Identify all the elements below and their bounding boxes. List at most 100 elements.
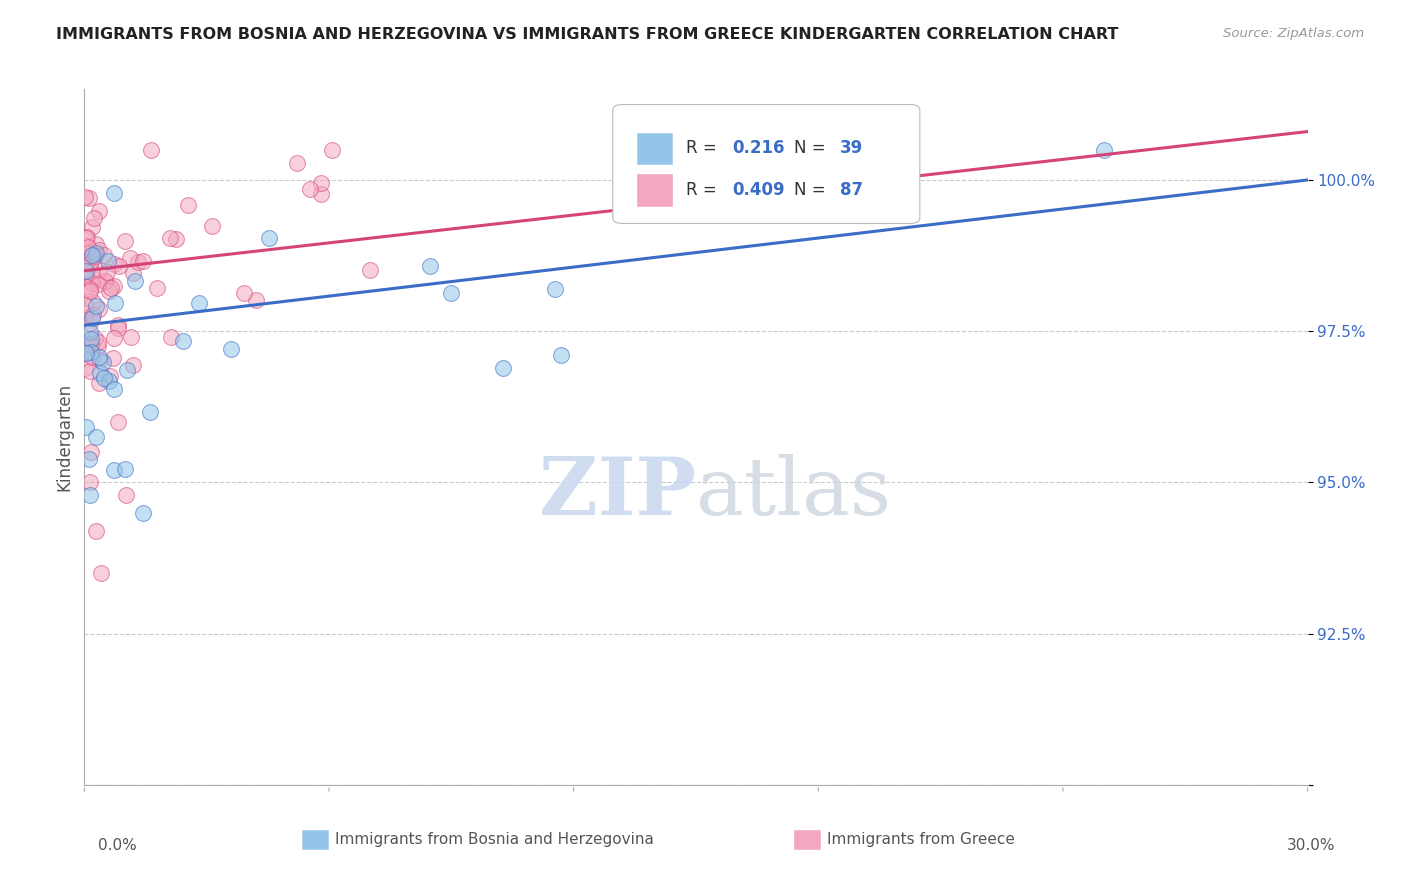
- Point: [80, 337, 103, 351]
- Point: [103, 257, 125, 271]
- Point: [87, 277, 110, 292]
- Point: [108, 259, 131, 273]
- Point: [96, 264, 118, 278]
- Point: [122, 359, 145, 373]
- Point: [103, 279, 125, 293]
- Point: [309, 186, 332, 201]
- Point: [97, 253, 120, 268]
- Point: [359, 263, 381, 277]
- Point: [79, 256, 101, 270]
- Text: Immigrants from Greece: Immigrants from Greece: [827, 832, 1015, 847]
- Point: [93, 248, 115, 262]
- Point: [87, 263, 110, 277]
- Point: [233, 285, 256, 300]
- Point: [80, 332, 103, 346]
- Point: [107, 318, 129, 333]
- Point: [82, 308, 104, 322]
- Point: [1092, 143, 1115, 157]
- Point: [80, 350, 103, 364]
- Point: [299, 182, 322, 196]
- Point: [114, 234, 136, 248]
- Point: [76, 337, 98, 351]
- Text: N =: N =: [794, 139, 831, 157]
- Point: [82, 295, 104, 310]
- Text: R =: R =: [686, 139, 723, 157]
- Point: [79, 475, 101, 490]
- Point: [122, 266, 145, 280]
- Point: [89, 351, 111, 365]
- Point: [98, 368, 121, 383]
- Point: [309, 176, 332, 190]
- Point: [90, 566, 112, 581]
- Point: [77, 451, 100, 466]
- Point: [492, 361, 515, 376]
- Point: [685, 193, 707, 207]
- Point: [245, 293, 267, 307]
- Point: [103, 463, 125, 477]
- Text: 87: 87: [841, 181, 863, 199]
- Text: N =: N =: [794, 181, 831, 199]
- Point: [75, 346, 97, 360]
- Point: [132, 253, 155, 268]
- Y-axis label: Kindergarten: Kindergarten: [55, 383, 73, 491]
- Point: [124, 274, 146, 288]
- Point: [75, 231, 97, 245]
- Point: [80, 345, 103, 359]
- Point: [89, 204, 111, 219]
- Point: [103, 382, 125, 396]
- Text: 0.0%: 0.0%: [98, 838, 138, 854]
- Point: [131, 506, 153, 520]
- Point: [80, 248, 103, 262]
- Point: [82, 276, 104, 290]
- Point: [94, 274, 117, 288]
- Point: [76, 246, 98, 260]
- Point: [139, 405, 162, 419]
- Point: [77, 240, 100, 254]
- Point: [84, 247, 107, 261]
- Point: [544, 282, 567, 296]
- Point: [75, 265, 97, 279]
- Point: [141, 143, 163, 157]
- Text: Immigrants from Bosnia and Herzegovina: Immigrants from Bosnia and Herzegovina: [335, 832, 654, 847]
- Point: [87, 339, 110, 353]
- Point: [75, 420, 97, 434]
- Point: [91, 355, 114, 369]
- Text: atlas: atlas: [696, 454, 891, 532]
- Point: [440, 285, 463, 300]
- Point: [117, 363, 139, 377]
- Point: [127, 255, 149, 269]
- Point: [172, 334, 194, 348]
- Text: 39: 39: [841, 139, 863, 157]
- Point: [114, 461, 136, 475]
- Point: [165, 232, 187, 246]
- Point: [82, 310, 104, 325]
- Point: [146, 281, 169, 295]
- Point: [120, 330, 142, 344]
- Point: [79, 336, 101, 351]
- Point: [321, 143, 343, 157]
- Point: [79, 316, 101, 330]
- Point: [87, 335, 110, 350]
- Point: [219, 342, 242, 356]
- Text: 0.409: 0.409: [733, 181, 786, 199]
- Point: [89, 366, 111, 380]
- Point: [98, 284, 121, 298]
- Point: [187, 296, 209, 310]
- Point: [80, 445, 103, 459]
- Point: [82, 248, 104, 262]
- Point: [550, 348, 572, 362]
- Bar: [637, 175, 672, 206]
- Point: [84, 524, 107, 538]
- Point: [84, 331, 107, 345]
- Point: [177, 198, 200, 212]
- Point: [107, 415, 129, 429]
- Text: R =: R =: [686, 181, 723, 199]
- Point: [75, 264, 97, 278]
- Point: [160, 329, 183, 343]
- Point: [94, 274, 117, 288]
- Point: [97, 374, 120, 388]
- Point: [84, 246, 107, 260]
- Point: [419, 259, 441, 273]
- Point: [115, 487, 138, 501]
- Point: [100, 281, 122, 295]
